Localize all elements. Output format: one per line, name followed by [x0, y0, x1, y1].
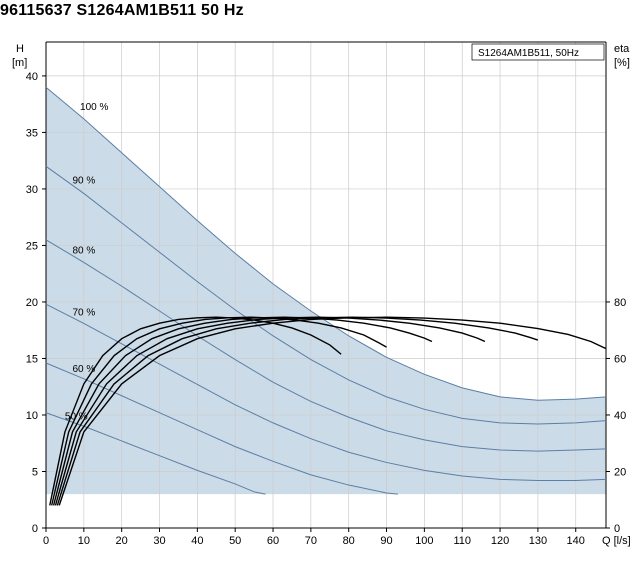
chart-title: 96115637 S1264AM1B511 50 Hz	[0, 2, 244, 20]
x-tick-label: 40	[191, 535, 203, 547]
speed-curve-label: 80 %	[72, 245, 95, 256]
x-tick-label: 140	[567, 535, 585, 547]
y-right-tick-label: 80	[614, 297, 626, 309]
legend-text: S1264AM1B511, 50Hz	[478, 48, 579, 59]
x-tick-label: 80	[343, 535, 355, 547]
speed-curve-label: 60 %	[72, 364, 95, 375]
y-right-tick-label: 0	[614, 523, 620, 535]
x-tick-label: 10	[78, 535, 90, 547]
x-tick-label: 20	[116, 535, 128, 547]
y-left-tick-label: 30	[26, 184, 38, 196]
y-right-axis-label: eta	[614, 43, 630, 55]
y-left-tick-label: 20	[26, 297, 38, 309]
y-left-tick-label: 15	[26, 353, 38, 365]
x-tick-label: 30	[153, 535, 165, 547]
y-left-axis-label: H	[16, 43, 24, 55]
y-left-tick-label: 35	[26, 127, 38, 139]
operating-region	[46, 87, 606, 494]
speed-curve-label: 100 %	[80, 102, 108, 113]
y-left-tick-label: 40	[26, 71, 38, 83]
x-axis-label: Q [l/s]	[602, 535, 631, 547]
x-tick-label: 70	[305, 535, 317, 547]
x-tick-label: 110	[453, 535, 471, 547]
x-tick-label: 130	[529, 535, 547, 547]
y-right-axis-unit: [%]	[614, 57, 630, 69]
x-tick-label: 100	[415, 535, 433, 547]
y-right-tick-label: 40	[614, 410, 626, 422]
performance-chart: 100 %90 %80 %70 %60 %50 %010203040506070…	[0, 28, 638, 580]
y-left-tick-label: 10	[26, 410, 38, 422]
x-tick-label: 60	[267, 535, 279, 547]
x-tick-label: 0	[43, 535, 49, 547]
y-left-axis-unit: [m]	[12, 57, 27, 69]
x-tick-label: 120	[491, 535, 509, 547]
x-tick-label: 90	[380, 535, 392, 547]
y-left-tick-label: 5	[32, 466, 38, 478]
y-right-tick-label: 20	[614, 466, 626, 478]
speed-curve-label: 70 %	[72, 308, 95, 319]
y-right-tick-label: 60	[614, 353, 626, 365]
x-tick-label: 50	[229, 535, 241, 547]
y-left-tick-label: 0	[32, 523, 38, 535]
speed-curve-label: 90 %	[72, 175, 95, 186]
y-left-tick-label: 25	[26, 240, 38, 252]
